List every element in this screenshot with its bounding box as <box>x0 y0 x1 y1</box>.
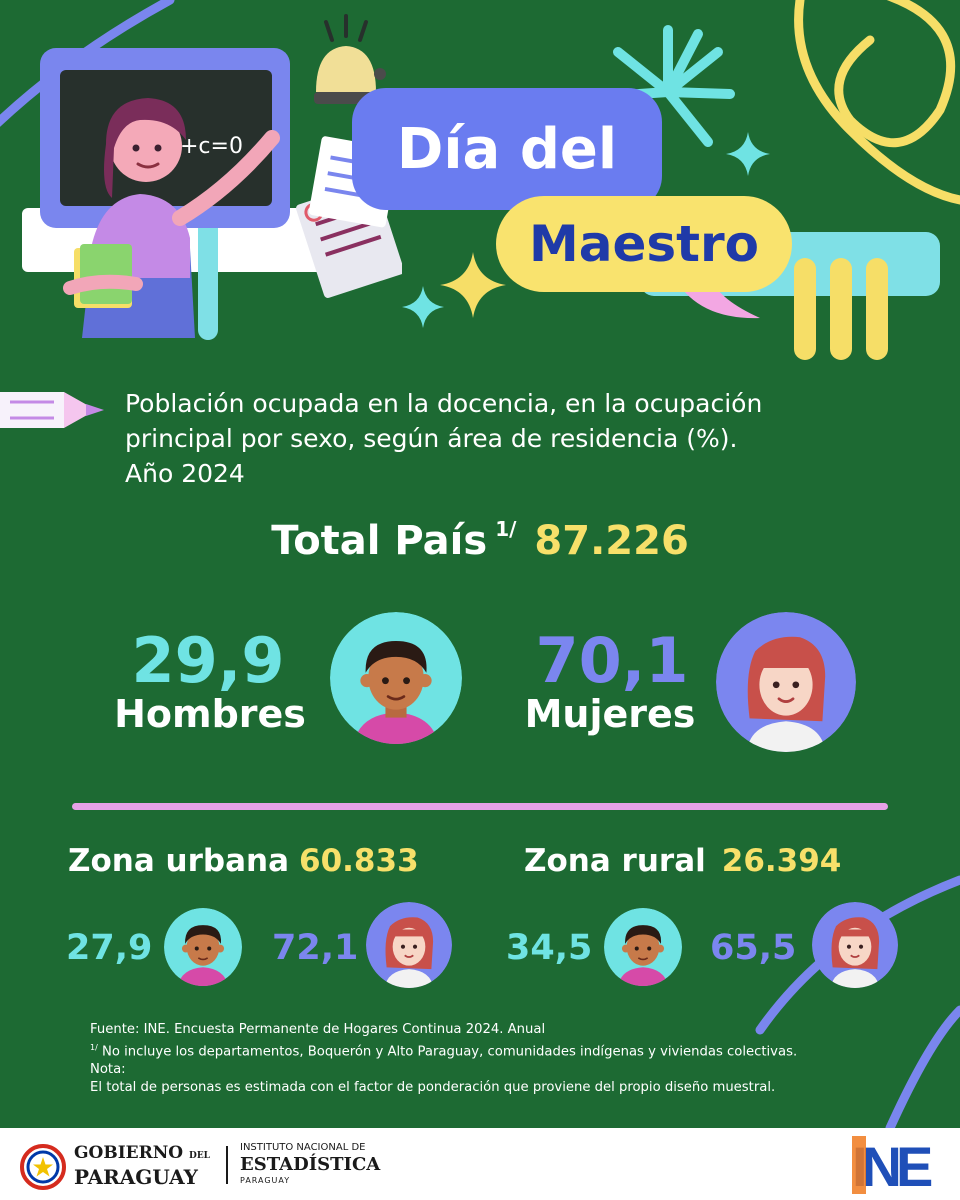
sparkle-icon <box>726 132 770 176</box>
zone-rural-total: 26.394 <box>721 843 842 879</box>
men-percentage: 29,9 <box>131 624 285 697</box>
paraguay-crest-icon <box>20 1144 66 1190</box>
title-line1: Día del <box>352 88 662 210</box>
footer-bar: GOBIERNO DEL PARAGUAY INSTITUTO NACIONAL… <box>0 1128 960 1200</box>
ine-line2: ESTADÍSTICA <box>240 1154 381 1175</box>
sparkle-icon <box>440 252 506 318</box>
total-footnote-mark: 1/ <box>495 517 517 541</box>
zone-rural-label: Zona rural <box>524 843 706 879</box>
sparkle-icon <box>402 286 444 328</box>
woman-avatar-icon <box>366 902 452 988</box>
ine-line3: PARAGUAY <box>240 1176 291 1185</box>
pencil-icon <box>0 388 108 432</box>
women-percentage: 70,1 <box>535 624 689 697</box>
ine-line1: INSTITUTO NACIONAL DE <box>240 1142 366 1153</box>
total-country: Total País 1/87.226 <box>0 517 960 564</box>
footnote-line: 1/ No incluye los departamentos, Boqueró… <box>90 1039 910 1061</box>
total-label: Total País <box>271 518 488 564</box>
subtitle-line3: Año 2024 <box>125 459 245 488</box>
man-avatar-icon <box>164 908 242 986</box>
subtitle-line2: principal por sexo, según área de reside… <box>125 424 738 453</box>
zone-urban-total: 60.833 <box>299 843 419 879</box>
chart-subtitle: Población ocupada en la docencia, en la … <box>125 386 915 491</box>
starburst-icon <box>598 22 738 162</box>
source-line: Fuente: INE. Encuesta Permanente de Hoga… <box>90 1022 546 1037</box>
zone-rural-title: Zona rural 26.394 <box>524 843 841 879</box>
teacher-illustration: +c=0 <box>40 48 310 338</box>
woman-avatar-icon <box>716 612 856 752</box>
chalkboard-text: +c=0 <box>180 134 243 159</box>
section-divider <box>72 803 888 810</box>
source-notes: Fuente: INE. Encuesta Permanente de Hoga… <box>90 1021 910 1097</box>
gov-name: GOBIERNO DEL PARAGUAY <box>74 1143 224 1189</box>
woman-avatar-icon <box>812 902 898 988</box>
urban-men-percentage: 27,9 <box>66 928 153 968</box>
footer-separator <box>226 1146 228 1184</box>
zone-urban-label: Zona urbana <box>68 843 290 879</box>
men-label: Hombres <box>114 692 306 736</box>
women-label: Mujeres <box>524 692 696 736</box>
man-avatar-icon <box>604 908 682 986</box>
nota-label: Nota: <box>90 1062 126 1078</box>
nota-text: El total de personas es estimada con el … <box>90 1080 776 1096</box>
rural-women-percentage: 65,5 <box>710 928 797 968</box>
ine-logo-text: INE <box>852 1136 932 1194</box>
footnote-mark: 1/ <box>90 1043 98 1052</box>
total-value: 87.226 <box>534 518 689 564</box>
man-avatar-icon <box>330 612 462 744</box>
subtitle-line1: Población ocupada en la docencia, en la … <box>125 389 763 418</box>
rural-men-percentage: 34,5 <box>506 928 593 968</box>
ine-name: INSTITUTO NACIONAL DE ESTADÍSTICA PARAGU… <box>240 1142 440 1186</box>
gov-line1: GOBIERNO <box>74 1143 184 1163</box>
title-line2: Maestro <box>496 196 792 292</box>
ine-logo: INE <box>852 1135 944 1198</box>
urban-women-percentage: 72,1 <box>272 928 359 968</box>
footnote-text: No incluye los departamentos, Boquerón y… <box>97 1044 798 1060</box>
gov-line2: PARAGUAY <box>74 1165 198 1189</box>
zone-urban-title: Zona urbana 60.833 <box>68 843 419 879</box>
gov-del: DEL <box>189 1151 211 1161</box>
